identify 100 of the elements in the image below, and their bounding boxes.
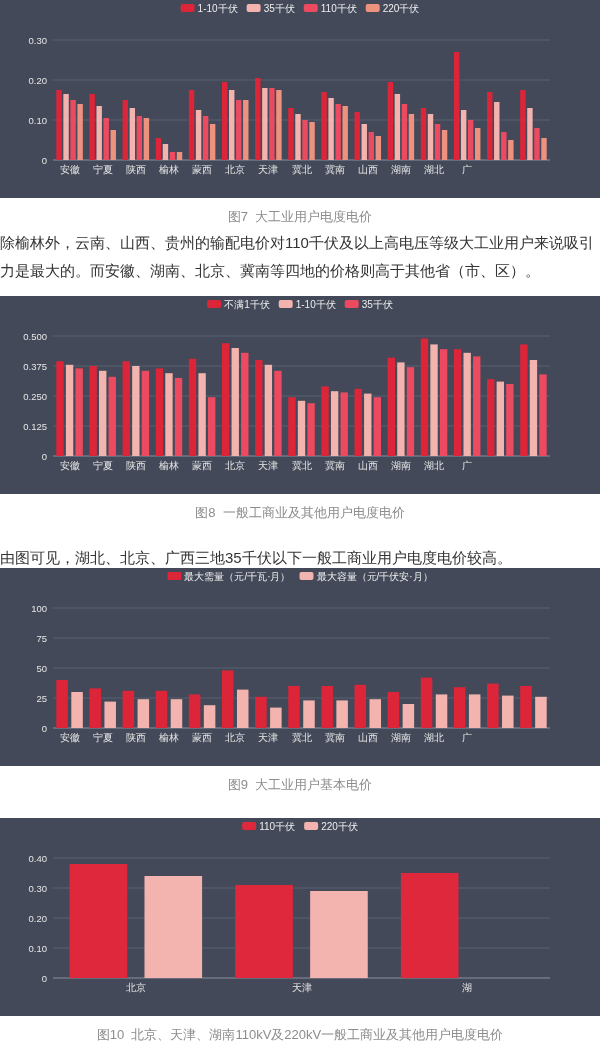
bar <box>236 100 242 160</box>
x-tick-label: 蒙西 <box>192 731 213 743</box>
bar <box>453 52 460 160</box>
bar <box>468 694 481 728</box>
legend-label: 110千伏 <box>320 2 357 14</box>
bar <box>202 116 209 160</box>
bar <box>375 136 382 160</box>
bar <box>487 92 493 160</box>
bar <box>434 124 441 160</box>
bar <box>89 94 95 160</box>
bar <box>368 132 374 160</box>
x-tick-label: 宁夏 <box>92 731 113 743</box>
bar <box>539 374 547 456</box>
y-tick-label: 0 <box>41 722 47 734</box>
bar <box>307 403 315 456</box>
bar <box>402 704 415 728</box>
y-tick-label: 0.375 <box>23 360 47 372</box>
bar <box>56 361 64 456</box>
y-tick-label: 0.125 <box>23 420 47 432</box>
text: 图8 一般工商业及其他用户电度电价 <box>195 504 405 520</box>
bar <box>527 108 533 160</box>
y-tick-label: 50 <box>36 662 47 674</box>
y-tick-label: 0.250 <box>23 390 47 402</box>
bar <box>529 360 538 456</box>
bar <box>502 695 514 728</box>
bar <box>207 397 216 456</box>
bar <box>541 138 547 160</box>
y-tick-label: 0.10 <box>28 114 47 126</box>
bar <box>70 100 76 160</box>
bar <box>229 90 235 160</box>
bar <box>309 122 315 160</box>
x-tick-label: 冀南 <box>324 731 345 743</box>
y-tick-label: 0.500 <box>23 330 47 342</box>
bar <box>387 357 396 456</box>
bar <box>241 352 249 456</box>
bar <box>274 370 282 456</box>
bar <box>387 692 400 728</box>
y-tick-label: 75 <box>36 632 47 644</box>
legend-label: 220千伏 <box>321 820 358 832</box>
x-tick-label: 蒙西 <box>192 459 213 471</box>
bar <box>321 686 333 728</box>
x-tick-label: 安徽 <box>59 163 80 175</box>
x-tick-label: 广 <box>462 163 473 175</box>
bar <box>473 356 481 456</box>
bar <box>369 699 382 728</box>
bar <box>453 349 462 456</box>
x-tick-label: 湖北 <box>424 731 445 743</box>
bar <box>467 120 474 160</box>
bar <box>103 118 109 160</box>
bar <box>198 373 206 456</box>
bar <box>63 94 69 160</box>
bar <box>321 92 327 160</box>
bar <box>144 876 203 978</box>
bar <box>221 82 228 160</box>
bar <box>56 680 68 728</box>
bar <box>276 90 282 160</box>
bar <box>56 90 62 160</box>
bar <box>122 100 128 160</box>
bar <box>330 391 339 456</box>
bar <box>188 694 201 728</box>
bar <box>406 367 415 456</box>
bar <box>188 90 195 160</box>
bar <box>420 108 427 160</box>
legend-label: 35千伏 <box>361 298 393 310</box>
y-tick-label: 0 <box>41 450 47 462</box>
y-tick-label: 0.30 <box>28 882 47 894</box>
bar <box>340 392 348 456</box>
text: 图9 大工业用户基本电价 <box>227 776 373 792</box>
bar <box>310 891 368 978</box>
bar <box>209 124 216 160</box>
y-tick-label: 25 <box>36 692 47 704</box>
bar <box>89 688 101 728</box>
bar <box>361 124 367 160</box>
bar <box>203 705 216 728</box>
bar <box>401 104 408 160</box>
x-tick-label: 山西 <box>357 163 378 175</box>
y-tick-label: 0.10 <box>28 942 47 954</box>
legend-label: 不满1千伏 <box>224 298 270 310</box>
x-tick-label: 湖北 <box>424 163 445 175</box>
bar <box>506 384 514 456</box>
bar <box>243 100 249 160</box>
x-tick-label: 天津 <box>258 731 279 743</box>
bar <box>69 864 128 978</box>
bar <box>354 684 367 728</box>
bar <box>155 138 162 160</box>
bar <box>165 373 173 456</box>
bar <box>430 344 438 456</box>
bar <box>336 700 348 728</box>
bar <box>520 90 526 160</box>
bar <box>75 368 83 456</box>
bar <box>408 114 415 160</box>
x-tick-label: 冀北 <box>291 163 312 175</box>
legend-label: 1-10千伏 <box>197 2 238 14</box>
bar <box>288 686 300 728</box>
bar <box>427 114 434 160</box>
x-tick-label: 天津 <box>291 981 312 993</box>
bar <box>487 683 499 728</box>
bar <box>137 699 150 728</box>
bar <box>354 112 360 160</box>
x-tick-label: 安徽 <box>59 731 80 743</box>
